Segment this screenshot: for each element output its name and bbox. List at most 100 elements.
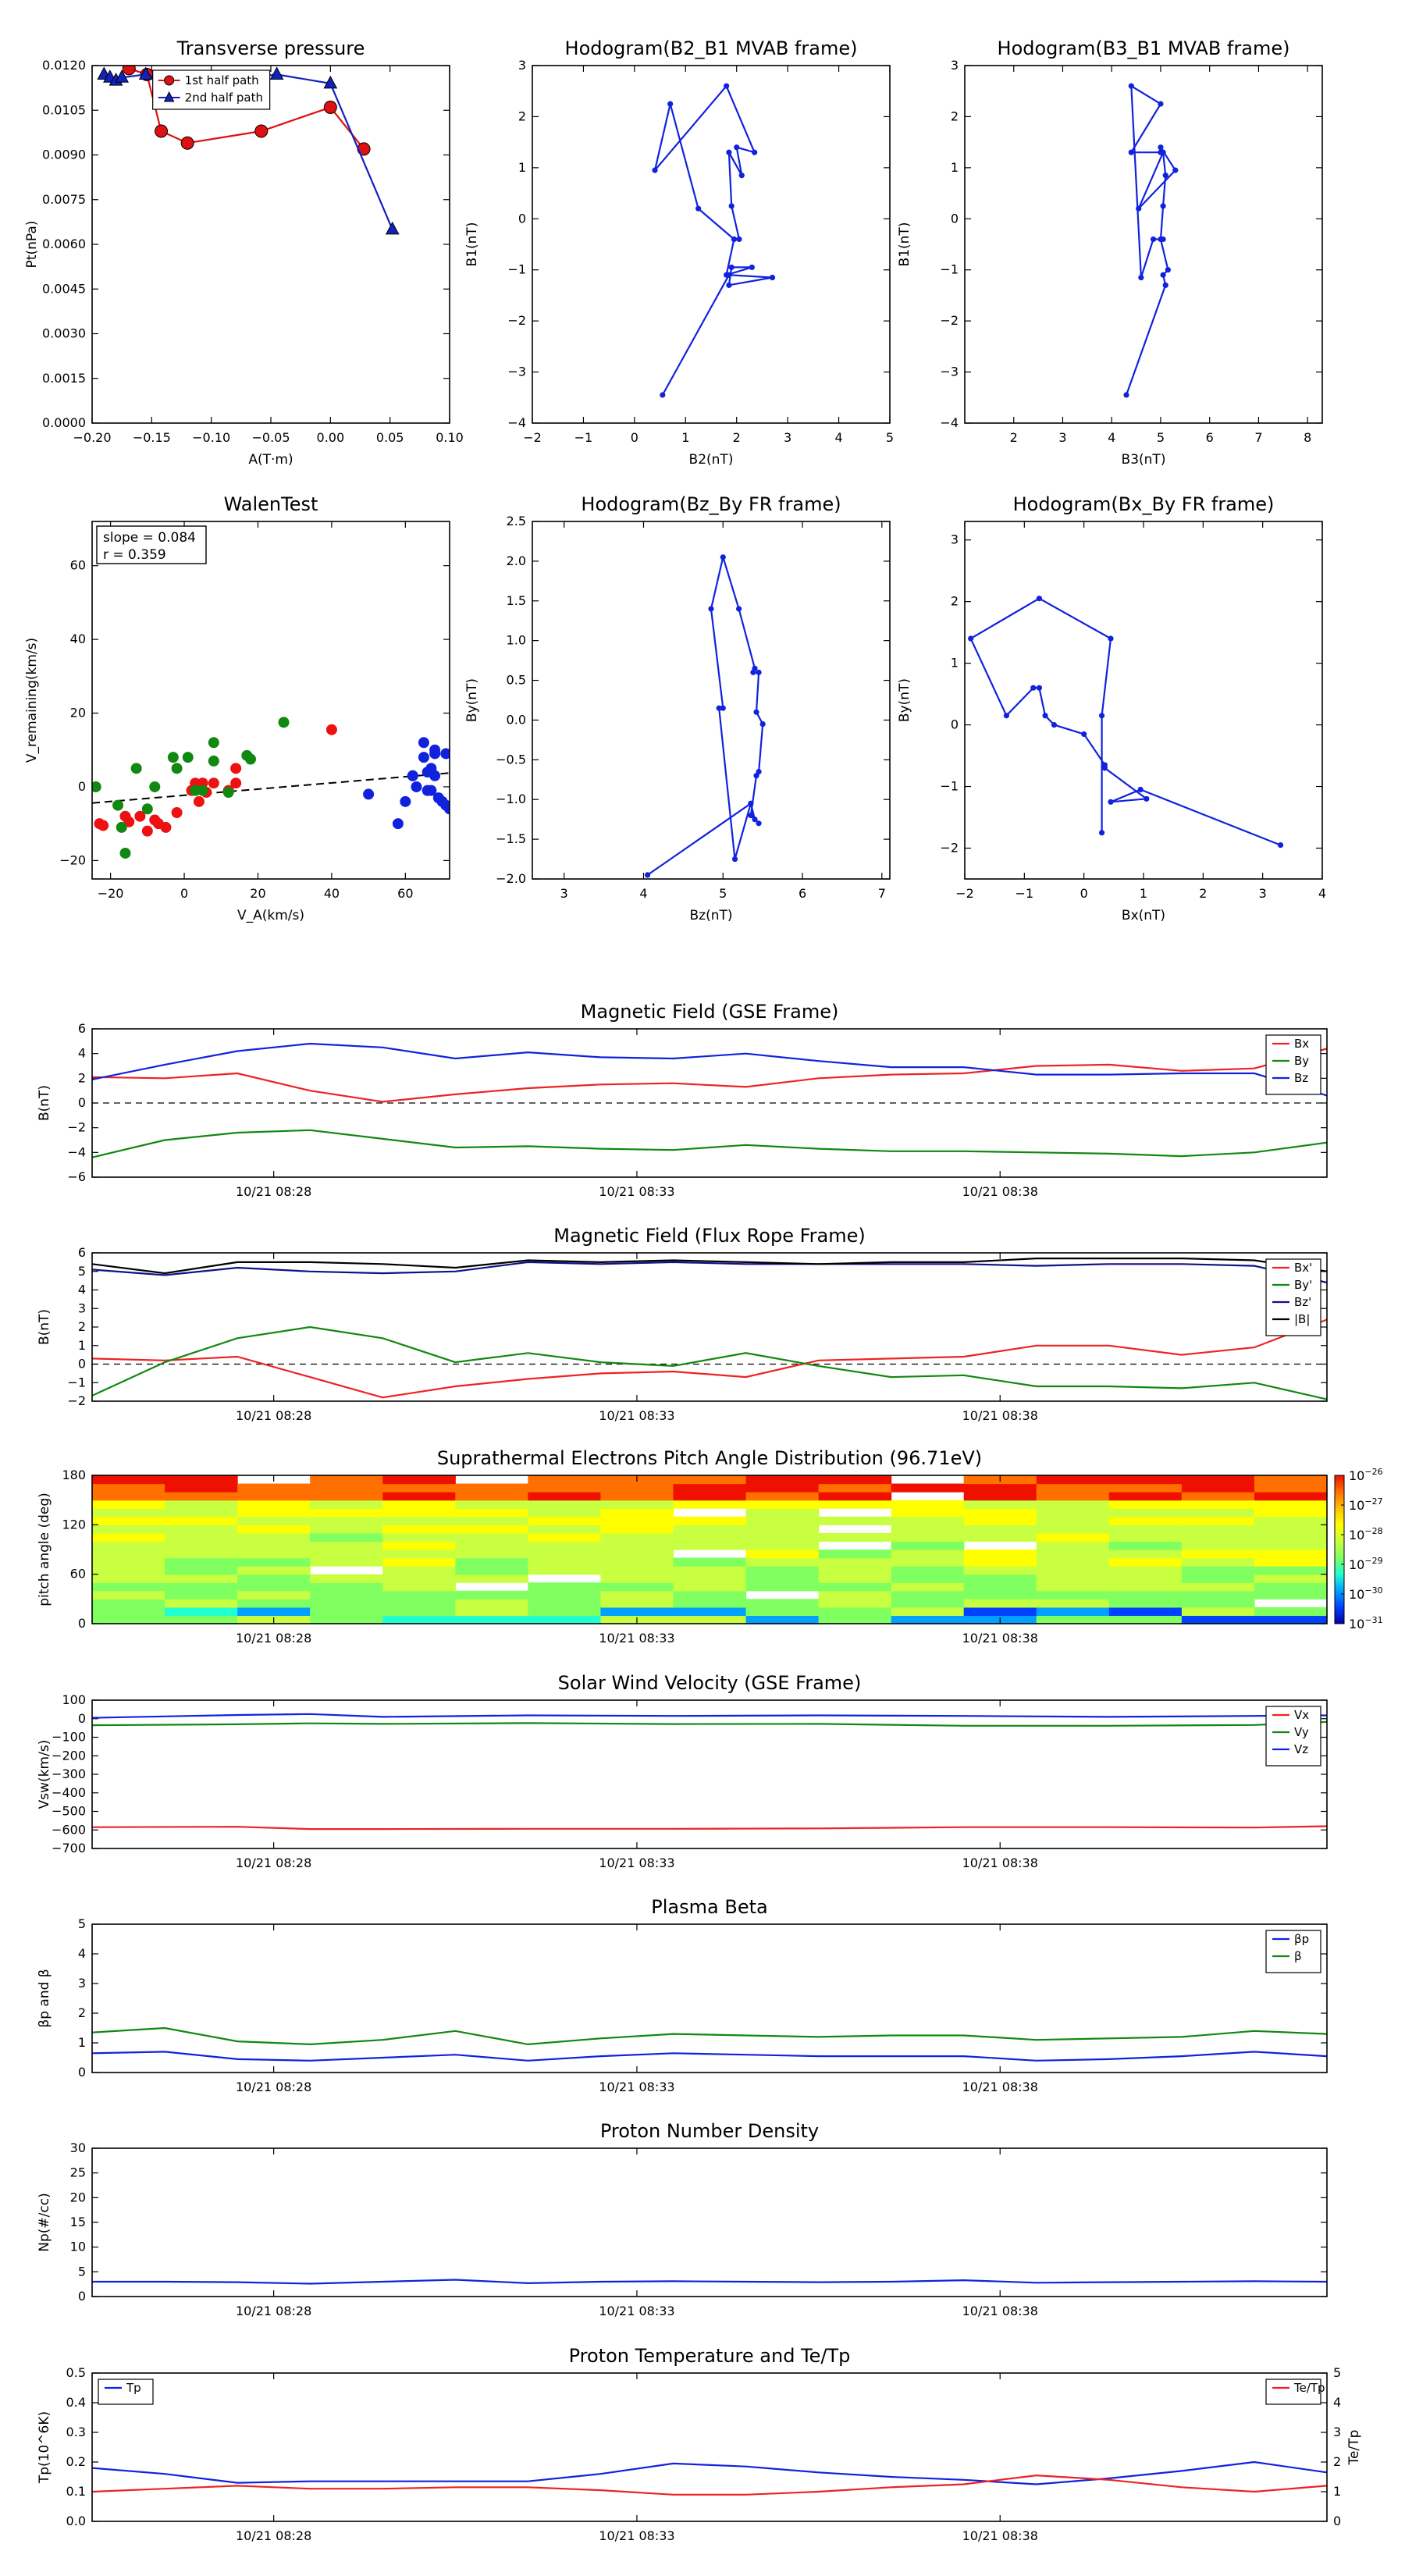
heatmap-cell xyxy=(382,1508,456,1517)
heatmap-cell xyxy=(310,1475,383,1485)
scatter-point xyxy=(208,777,219,789)
annotation-r: r = 0.359 xyxy=(103,547,166,563)
y2-tick-label: 2 xyxy=(1333,2454,1341,2469)
y-tick-label: 0.4 xyxy=(66,2395,86,2410)
heatmap-cell xyxy=(600,1508,674,1517)
series-line xyxy=(92,2051,1327,2062)
y-tick-label: −100 xyxy=(52,1730,86,1745)
heatmap-cell xyxy=(963,1516,1037,1525)
scatter-point xyxy=(440,748,450,760)
heatmap-cell xyxy=(382,1525,456,1534)
annotation-box xyxy=(96,525,207,564)
legend-entry: Bx xyxy=(1294,1037,1309,1051)
heatmap-cell xyxy=(1036,1508,1110,1517)
series-line xyxy=(969,597,1282,846)
heatmap-cell xyxy=(600,1532,674,1542)
chart-mag_fr: Magnetic Field (Flux Rope Frame) 10/21 08… xyxy=(37,1225,1328,1423)
heatmap-cell xyxy=(891,1574,965,1583)
legend-entry: Te/Tp xyxy=(1293,2381,1325,2395)
heatmap-cell xyxy=(528,1566,602,1575)
chart-hodo_bz_by: Hodogram(Bz_By FR frame) 3 4 5 6 7 −2.0 −1.5 −1.… xyxy=(464,493,891,923)
series-group xyxy=(92,1713,1327,1831)
heatmap-cell xyxy=(745,1606,820,1617)
heatmap-cell xyxy=(600,1500,674,1509)
y-tick-label: 30 xyxy=(70,2140,86,2155)
heatmap-cell xyxy=(818,1550,892,1559)
heatmap-cell xyxy=(382,1590,456,1599)
data-point xyxy=(122,66,136,76)
heatmap-cell xyxy=(1181,1541,1255,1550)
heatmap-cell xyxy=(528,1557,602,1567)
heatmap-cell xyxy=(1036,1525,1110,1534)
scatter-point xyxy=(222,787,234,799)
heatmap-cell xyxy=(818,1516,892,1525)
heatmap-cell xyxy=(1181,1508,1255,1517)
scatter-point xyxy=(134,810,146,822)
y-axis-label: Pt(nPa) xyxy=(24,221,40,269)
data-point xyxy=(1162,282,1168,288)
heatmap-cell xyxy=(92,1500,165,1509)
heatmap-cell xyxy=(891,1500,965,1509)
heatmap-cell xyxy=(1036,1483,1110,1493)
heatmap-cell xyxy=(891,1566,965,1575)
series-group xyxy=(652,83,776,398)
heatmap-cell xyxy=(382,1500,456,1509)
heatmap-cell xyxy=(165,1516,238,1525)
heatmap-cell xyxy=(237,1525,311,1534)
heatmap-cell xyxy=(963,1599,1037,1608)
y-tick-label: 1 xyxy=(951,656,959,671)
plot-frame xyxy=(91,521,450,880)
series-line xyxy=(92,1825,1327,1831)
series-group xyxy=(92,1042,1327,1158)
heatmap-cell xyxy=(891,1541,965,1550)
heatmap-cell xyxy=(891,1516,965,1525)
scatter-point xyxy=(123,816,135,827)
data-point xyxy=(731,856,738,863)
data-point xyxy=(724,83,730,89)
x-axis-label: A(T·m) xyxy=(248,452,293,468)
data-point xyxy=(1081,731,1087,738)
heatmap-cell xyxy=(165,1525,238,1534)
y-tick-label: 2 xyxy=(78,1070,86,1085)
y-tick-label: −2 xyxy=(67,1120,86,1135)
data-point xyxy=(756,820,762,827)
y-tick-label: −0.5 xyxy=(496,752,526,767)
heatmap-cell xyxy=(455,1606,528,1617)
colorbar xyxy=(1334,1475,1345,1624)
heatmap-cell xyxy=(237,1500,311,1509)
heatmap-cell xyxy=(963,1500,1037,1509)
y-tick-label: 0.0030 xyxy=(42,326,86,341)
heatmap-cell xyxy=(745,1500,820,1509)
heatmap-cell xyxy=(1108,1550,1183,1559)
x-tick-label: 0 xyxy=(180,886,188,901)
scatter-point xyxy=(429,748,441,760)
heatmap-cell xyxy=(92,1550,165,1559)
y-tick-label: 0.0 xyxy=(507,712,526,727)
heatmap-cell xyxy=(1254,1492,1328,1501)
heatmap-cell xyxy=(1254,1566,1328,1575)
heatmap-cell xyxy=(165,1615,238,1624)
x-tick-label: 4 xyxy=(1318,886,1326,901)
x-tick-label: 0.10 xyxy=(436,430,464,445)
heatmap-cell xyxy=(1036,1492,1110,1501)
heatmap-cell xyxy=(237,1566,311,1575)
data-point xyxy=(720,705,726,711)
heatmap-cell xyxy=(963,1483,1037,1493)
x-tick-label: 10/21 08:28 xyxy=(236,1408,311,1423)
heatmap-cell xyxy=(600,1606,674,1617)
y-tick-label: 3 xyxy=(78,1300,86,1315)
data-point xyxy=(728,264,735,271)
scatter-point xyxy=(208,737,219,749)
x-tick-label: 10/21 08:33 xyxy=(599,2080,674,2094)
heatmap-cell xyxy=(92,1475,165,1485)
y-tick-label: −2 xyxy=(507,313,526,328)
data-point xyxy=(756,669,762,675)
heatmap-cell xyxy=(237,1582,311,1592)
scatter-point xyxy=(392,818,404,830)
plot-frame xyxy=(91,1699,1328,1849)
data-point xyxy=(724,272,730,278)
data-point xyxy=(1160,236,1166,243)
heatmap-cell xyxy=(891,1557,965,1567)
x-tick-label: 3 xyxy=(1259,886,1267,901)
scatter-point xyxy=(325,724,337,735)
